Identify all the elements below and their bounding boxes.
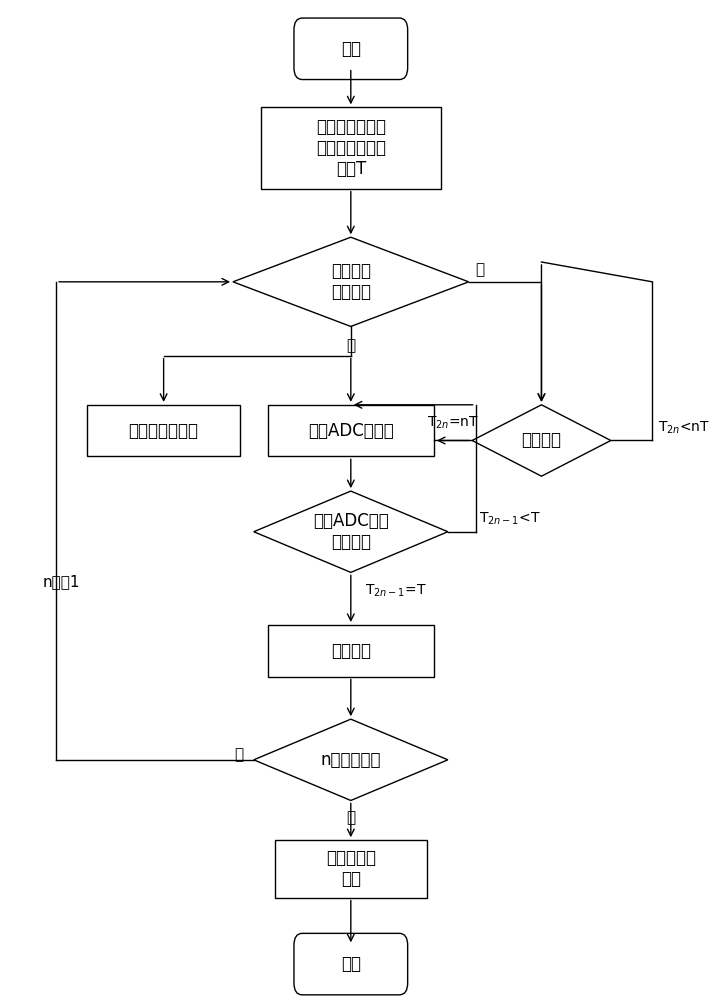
Text: 周期延时: 周期延时 <box>331 642 371 660</box>
Text: 启动周期定时器: 启动周期定时器 <box>129 422 199 440</box>
Text: 否: 否 <box>347 338 355 353</box>
FancyBboxPatch shape <box>294 18 408 80</box>
Polygon shape <box>253 491 448 572</box>
Text: 关闭周期定
时器: 关闭周期定 时器 <box>326 850 376 888</box>
Bar <box>268 625 434 677</box>
Bar <box>274 840 427 898</box>
Polygon shape <box>233 237 469 326</box>
Text: T$_{2n}$=nT: T$_{2n}$=nT <box>427 414 479 431</box>
FancyBboxPatch shape <box>294 933 408 995</box>
Text: 开始: 开始 <box>341 40 361 58</box>
Polygon shape <box>253 719 448 800</box>
Text: 初始化系统变量
和输入信号周期
长度T: 初始化系统变量 和输入信号周期 长度T <box>316 118 386 178</box>
Text: 等待ADC采集
数据转换: 等待ADC采集 数据转换 <box>313 512 388 551</box>
Text: T$_{2n-1}$<T: T$_{2n-1}$<T <box>479 510 541 527</box>
Text: 等待定时: 等待定时 <box>521 431 562 449</box>
Text: 是: 是 <box>476 262 484 277</box>
Polygon shape <box>472 405 611 476</box>
Text: 启动ADC转换器: 启动ADC转换器 <box>308 422 393 440</box>
Text: 否: 否 <box>234 747 243 762</box>
Text: T$_{2n-1}$=T: T$_{2n-1}$=T <box>365 582 426 599</box>
Bar <box>268 405 434 456</box>
Text: T$_{2n}$<nT: T$_{2n}$<nT <box>658 419 710 436</box>
Text: 判断系统
是否启动: 判断系统 是否启动 <box>331 262 371 301</box>
Text: 是: 是 <box>347 810 355 825</box>
Text: n累加1: n累加1 <box>43 574 80 589</box>
Bar <box>87 405 240 456</box>
Text: 结束: 结束 <box>341 955 361 973</box>
Text: n是否为偶数: n是否为偶数 <box>321 751 381 769</box>
Bar <box>261 107 441 189</box>
